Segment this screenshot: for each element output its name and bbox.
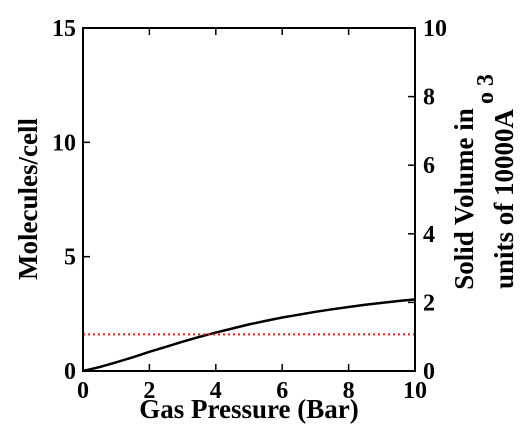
- y2-tick-label-4: 8: [423, 85, 435, 111]
- y2-axis-label-line2-text: units of 10000: [489, 128, 519, 289]
- y2-tick-label-5: 10: [423, 16, 447, 42]
- series-layer: [82, 298, 416, 373]
- y2-tick-label-3: 6: [423, 153, 435, 179]
- y2-tick-label-0: 0: [423, 359, 435, 385]
- y2-tick-label-1: 2: [423, 290, 435, 316]
- y-tick-label-0: 0: [64, 359, 76, 385]
- y2-axis-label-line2: units of 10000A o 3: [473, 74, 519, 289]
- x-tick-label-0: 0: [77, 378, 89, 404]
- y2-axis-label-line1: Solid Volume in: [449, 108, 479, 290]
- y-axis-label: Molecules/cell: [13, 118, 43, 280]
- x-tick-label-4: 8: [343, 378, 355, 404]
- x-tick-label-5: 10: [403, 378, 427, 404]
- plot-frame: [82, 27, 416, 372]
- y2-axis-label-unit-sup: o 3: [473, 74, 499, 104]
- y-tick-label-2: 10: [52, 130, 76, 156]
- series-line-1: [82, 298, 416, 373]
- x-tick-label-1: 2: [143, 378, 155, 404]
- x-axis-label: Gas Pressure (Bar): [139, 394, 358, 424]
- y2-axis-label-unit: A: [489, 108, 519, 128]
- svg-text:units of 10000A: units of 10000A: [489, 108, 519, 289]
- y-tick-label-1: 5: [64, 245, 76, 271]
- y2-tick-label-2: 4: [423, 222, 435, 248]
- x-tick-label-3: 6: [276, 378, 288, 404]
- x-tick-label-2: 4: [210, 378, 222, 404]
- y-tick-label-3: 15: [52, 16, 76, 42]
